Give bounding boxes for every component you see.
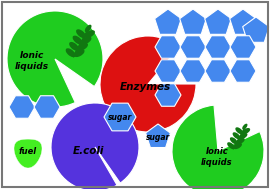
- Text: Ionic
liquids: Ionic liquids: [15, 51, 49, 71]
- Ellipse shape: [76, 29, 86, 38]
- Ellipse shape: [84, 30, 95, 38]
- Ellipse shape: [234, 143, 242, 149]
- Wedge shape: [7, 11, 103, 107]
- Text: sugar: sugar: [108, 112, 132, 122]
- Polygon shape: [14, 139, 42, 168]
- Ellipse shape: [230, 137, 238, 144]
- Polygon shape: [180, 9, 206, 34]
- Polygon shape: [104, 103, 136, 131]
- Ellipse shape: [73, 36, 82, 44]
- Ellipse shape: [236, 138, 245, 144]
- Text: E.coli: E.coli: [72, 146, 104, 156]
- Polygon shape: [230, 60, 256, 82]
- Ellipse shape: [235, 127, 243, 134]
- Polygon shape: [146, 124, 170, 148]
- Polygon shape: [230, 36, 256, 58]
- Ellipse shape: [85, 25, 92, 32]
- Ellipse shape: [69, 42, 79, 51]
- Polygon shape: [155, 9, 181, 34]
- Text: Ionic
liquids: Ionic liquids: [201, 147, 233, 167]
- Polygon shape: [205, 60, 231, 82]
- Polygon shape: [230, 9, 256, 34]
- Ellipse shape: [242, 124, 248, 129]
- Polygon shape: [180, 60, 206, 82]
- Ellipse shape: [233, 132, 240, 139]
- Polygon shape: [205, 9, 231, 34]
- Text: fuel: fuel: [19, 147, 37, 156]
- Polygon shape: [243, 17, 269, 42]
- Polygon shape: [9, 96, 35, 118]
- Polygon shape: [155, 36, 181, 58]
- Ellipse shape: [66, 48, 76, 57]
- Wedge shape: [100, 36, 196, 132]
- Polygon shape: [155, 60, 181, 82]
- Polygon shape: [205, 36, 231, 58]
- Polygon shape: [34, 96, 60, 118]
- Wedge shape: [51, 103, 139, 189]
- Ellipse shape: [74, 49, 85, 57]
- Wedge shape: [172, 105, 264, 189]
- Text: Enzymes: Enzymes: [119, 82, 171, 92]
- Ellipse shape: [227, 142, 235, 149]
- Ellipse shape: [239, 133, 247, 139]
- Ellipse shape: [81, 36, 92, 44]
- Polygon shape: [180, 36, 206, 58]
- Polygon shape: [155, 84, 181, 106]
- Ellipse shape: [242, 128, 250, 134]
- Ellipse shape: [77, 43, 88, 51]
- Text: sugar: sugar: [146, 132, 170, 142]
